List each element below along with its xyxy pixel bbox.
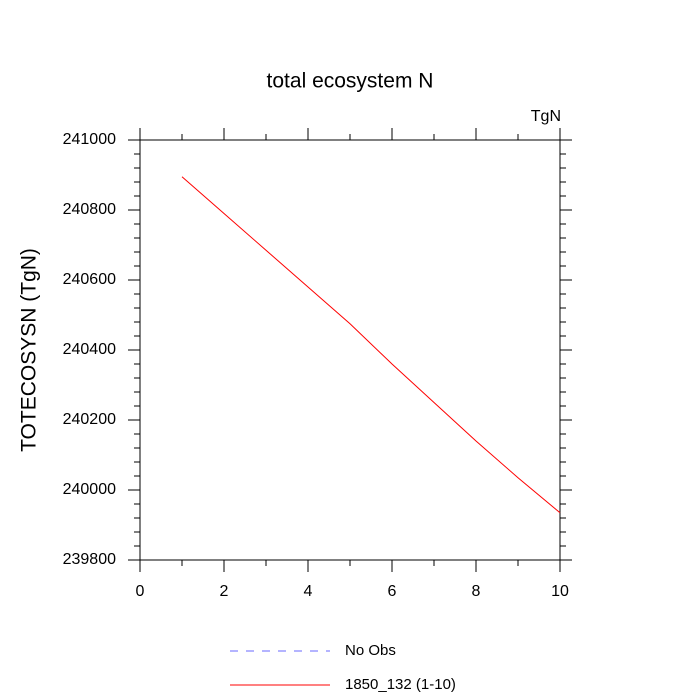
data-line [181,176,561,514]
y-tick-label: 239800 [63,551,116,568]
x-tick-label: 6 [388,583,397,600]
y-tick-label: 240400 [63,341,116,358]
x-tick-label: 2 [220,583,229,600]
y-tick-label: 241000 [63,131,116,148]
legend-label: No Obs [345,642,396,659]
y-tick-label: 240800 [63,201,116,218]
y-tick-label: 240000 [63,481,116,498]
y-tick-label: 240200 [63,411,116,428]
x-tick-label: 8 [472,583,481,600]
x-tick-label: 10 [551,583,569,600]
x-tick-label: 0 [136,583,145,600]
y-axis-label: TOTECOSYSN (TgN) [18,248,41,452]
legend-label: 1850_132 (1-10) [345,676,456,693]
y-tick-label: 240600 [63,271,116,288]
chart-title: total ecosystem N [267,70,434,93]
plot-frame [139,139,561,561]
units-label: TgN [531,108,561,125]
x-tick-label: 4 [304,583,313,600]
